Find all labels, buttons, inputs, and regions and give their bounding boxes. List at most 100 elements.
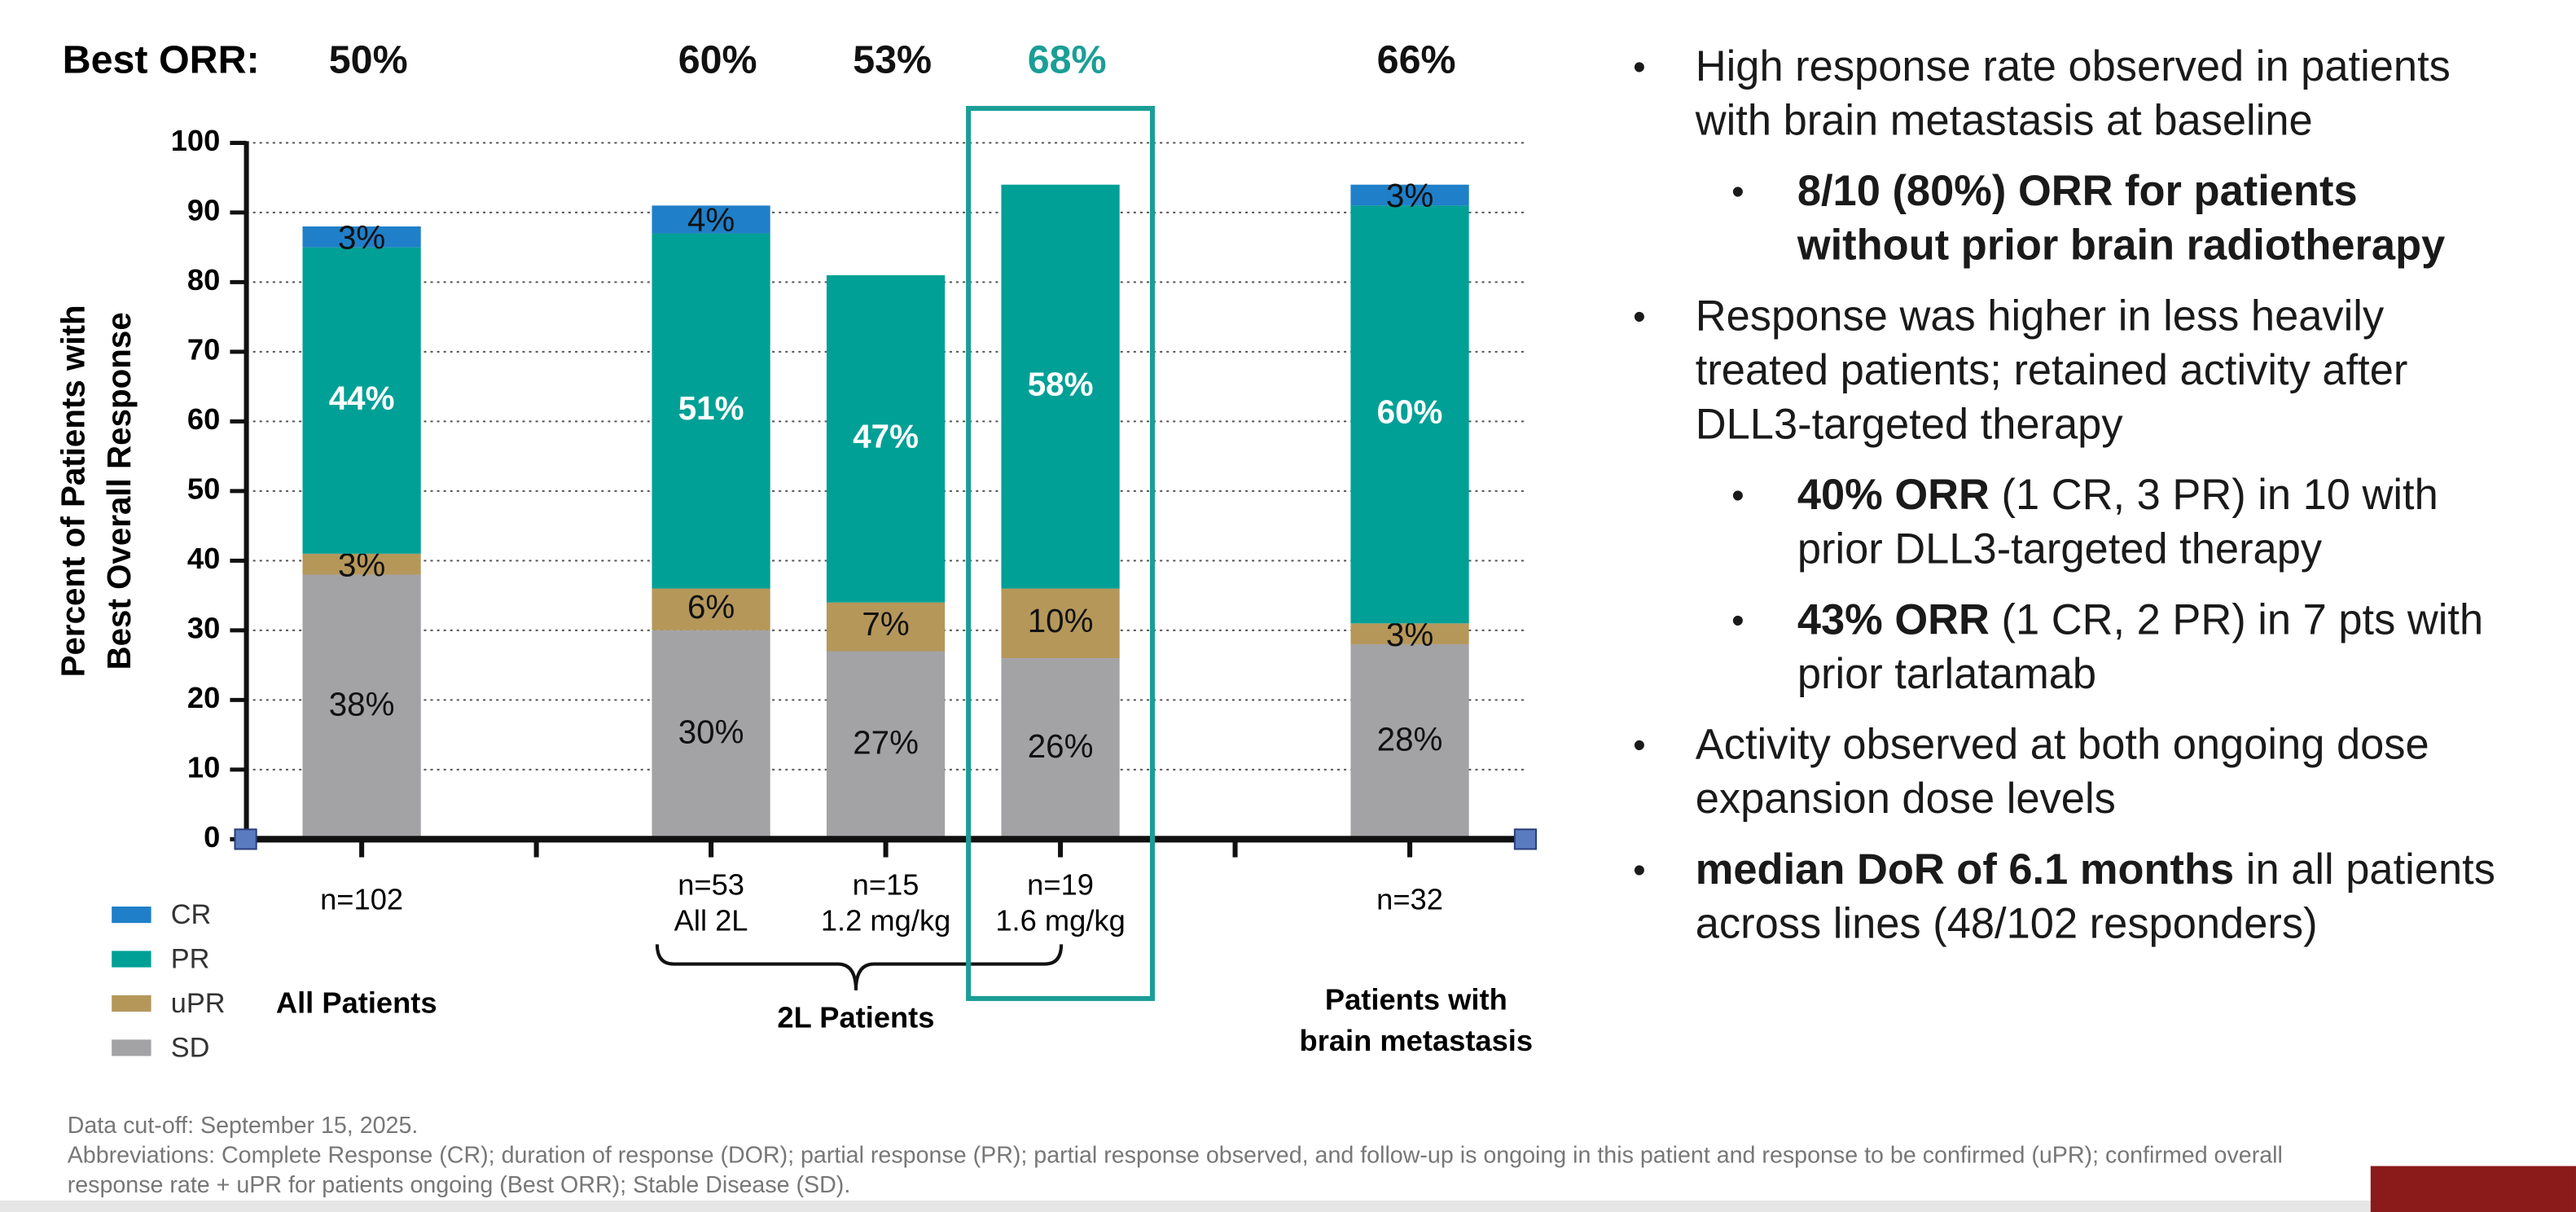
bar-segment (826, 651, 946, 840)
bar-segment (652, 630, 770, 840)
x-tick-label: n=102 (320, 883, 403, 916)
data-label: 3% (1386, 177, 1433, 214)
footnote: Data cut-off: September 15, 2025. (67, 1113, 419, 1140)
bar-segment (1350, 643, 1469, 840)
y-tick-label: 10 (187, 750, 220, 784)
bullet: 43% ORR (1 CR, 2 PR) in 7 pts with prior… (1626, 593, 2513, 701)
x-tick-label: 1.6 mg/kg (995, 904, 1125, 938)
best-orr-title: Best ORR: (63, 37, 260, 81)
bullet-text: Activity observed at both ongoing dose e… (1695, 719, 2429, 823)
footnote: Abbreviations: Complete Response (CR); d… (67, 1143, 2283, 1199)
bullet: median DoR of 6.1 months in all patients… (1626, 842, 2513, 951)
data-label: 47% (853, 417, 919, 455)
group-label: All Patients (276, 986, 437, 1020)
y-tick-label: 90 (187, 194, 220, 227)
data-label: 38% (329, 686, 395, 723)
legend-swatch (112, 906, 151, 924)
bar-segment (1001, 184, 1120, 589)
y-axis-title: Percent of Patients with Best Overall Re… (54, 305, 137, 677)
bar-segment (826, 602, 946, 652)
y-tick-label: 20 (187, 681, 220, 714)
bullet: 40% ORR (1 CR, 3 PR) in 10 with prior DL… (1626, 468, 2513, 577)
data-label: 7% (862, 605, 909, 643)
bullet: Response was higher in less heavily trea… (1626, 289, 2513, 452)
bar-segment (1350, 205, 1469, 624)
group-brace (655, 944, 1064, 990)
bullet-text: 40% ORR (1797, 469, 1990, 520)
bullet: Activity observed at both ongoing dose e… (1626, 718, 2513, 826)
y-tick-label: 40 (187, 542, 220, 575)
data-label: 27% (853, 724, 919, 762)
y-tick-label: 0 (204, 820, 220, 854)
legend-swatch (112, 951, 151, 968)
bullet: High response rate observed in patients … (1626, 39, 2513, 147)
bullet-text: (1 CR, 2 PR) in 7 pts with prior tarlata… (1797, 594, 2484, 698)
data-label: 10% (1028, 602, 1094, 639)
bullet-text: in all patients across lines (48/102 res… (1695, 844, 2495, 948)
data-label: 51% (678, 389, 744, 427)
legend-label: PR (171, 944, 210, 975)
bullet-text: median DoR of 6.1 months (1695, 844, 2235, 894)
best-orr-value: 66% (1377, 37, 1456, 81)
data-label: 26% (1028, 727, 1094, 765)
bullet-text: High response rate observed in patients … (1695, 41, 2451, 145)
x-tick-label: All 2L (674, 904, 748, 938)
bar-segment (826, 274, 946, 603)
bullet: 8/10 (80%) ORR for patients without prio… (1626, 165, 2513, 273)
best-orr-value: 50% (329, 37, 408, 81)
data-label: 6% (687, 588, 735, 626)
bullet-text: 43% ORR (1797, 594, 1990, 644)
y-tick-label: 50 (187, 472, 220, 505)
highlight-box (966, 106, 1156, 1001)
axis-end (1513, 828, 1538, 850)
logo (2370, 1166, 2576, 1212)
bar-segment (652, 233, 770, 589)
bar-segment (652, 588, 770, 630)
best-orr-value: 60% (678, 37, 757, 81)
legend-label: uPR (171, 988, 226, 1019)
axis-end (234, 828, 257, 850)
legend-swatch (112, 995, 151, 1012)
footnotes: Data cut-off: September 15, 2025. Abbrevi… (68, 1112, 2384, 1201)
x-tick-label: 1.2 mg/kg (821, 904, 950, 938)
group-label: brain metastasis (1300, 1024, 1534, 1057)
data-label: 44% (329, 379, 395, 416)
group-label: 2L Patients (777, 1001, 934, 1034)
data-label: 3% (338, 219, 385, 257)
data-label: 4% (687, 201, 735, 239)
bar-segment (1350, 184, 1469, 206)
bar-segment (302, 247, 421, 554)
y-tick-label: 80 (187, 263, 220, 296)
bar-segment (652, 205, 770, 234)
data-label: 28% (1377, 720, 1443, 758)
x-tick-label: n=19 (1027, 867, 1094, 901)
data-label: 30% (678, 714, 744, 751)
legend-label: SD (171, 1032, 210, 1063)
bullet-list: High response rate observed in patients … (1626, 39, 2513, 967)
y-tick-label: 30 (187, 611, 220, 644)
bar-segment (1350, 623, 1469, 644)
x-tick-label: n=32 (1376, 883, 1443, 916)
legend-label: CR (171, 899, 212, 930)
bar-segment (302, 574, 421, 840)
bullet-text: Response was higher in less heavily trea… (1695, 290, 2408, 449)
chart: Best ORR: Percent of Patients with Best … (54, 37, 1538, 1063)
y-axis-title-line: Best Overall Response (100, 312, 138, 670)
y-tick-label: 60 (187, 402, 220, 436)
bullet-text: (1 CR, 3 PR) in 10 with prior DLL3-targe… (1797, 469, 2438, 573)
x-tick-label: n=53 (678, 867, 744, 901)
best-orr-value: 68% (1028, 37, 1107, 81)
bullet-text: 8/10 (80%) ORR for patients without prio… (1797, 165, 2446, 270)
data-label: 60% (1377, 393, 1443, 430)
y-axis-title-line: Percent of Patients with (54, 305, 91, 677)
x-tick-label: n=15 (853, 867, 919, 901)
legend-swatch (112, 1039, 151, 1056)
group-label: Patients with (1325, 983, 1507, 1017)
bar-segment (1001, 588, 1120, 659)
best-orr-value: 53% (853, 37, 932, 81)
bar-segment (302, 553, 421, 575)
y-tick-label: 70 (187, 332, 220, 366)
bottom-bar (0, 1200, 2576, 1212)
